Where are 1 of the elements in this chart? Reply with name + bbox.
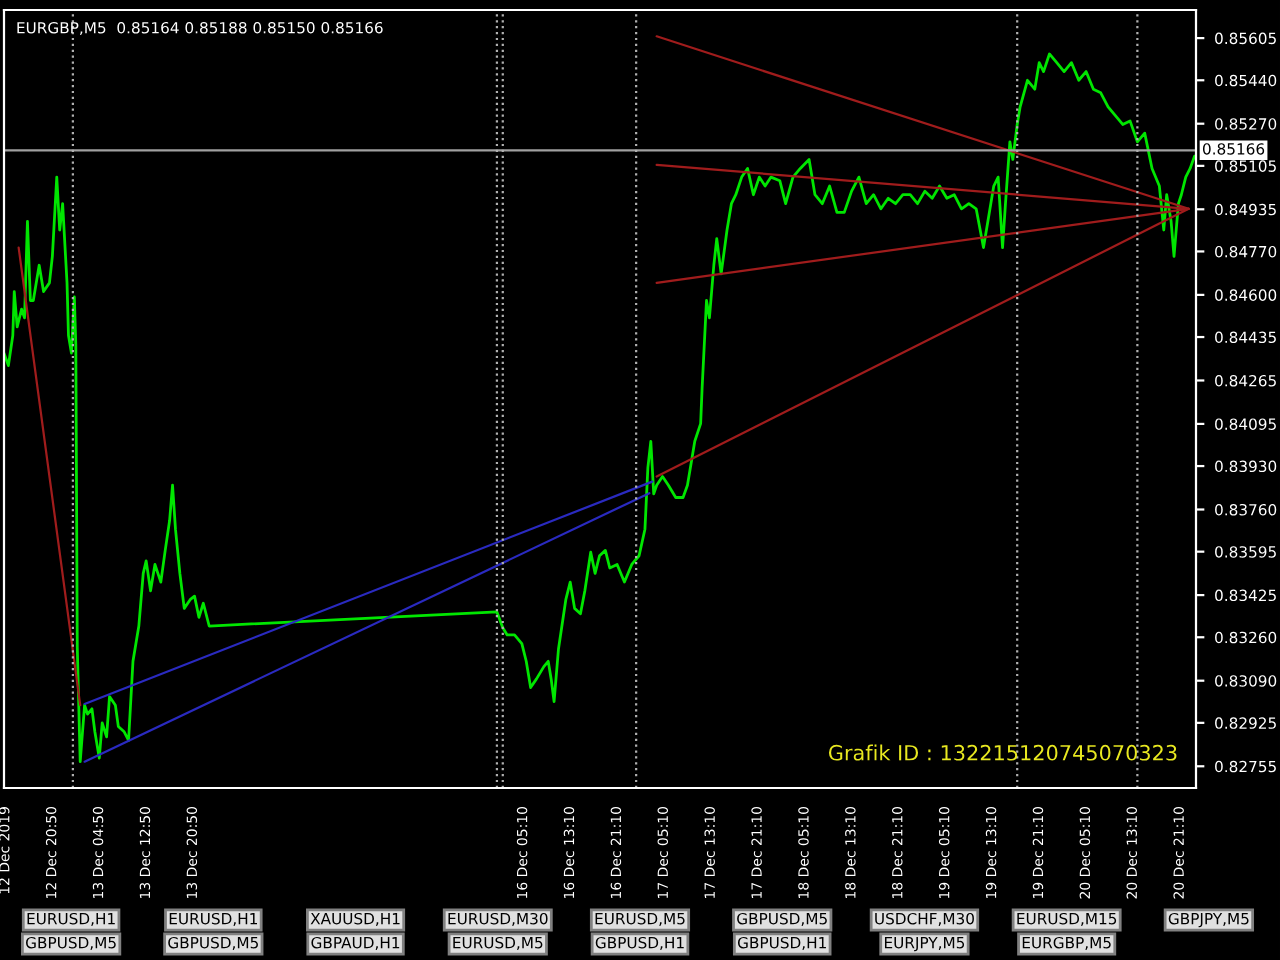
annotation: Grafik ID : 132215120745070323	[828, 744, 1177, 761]
